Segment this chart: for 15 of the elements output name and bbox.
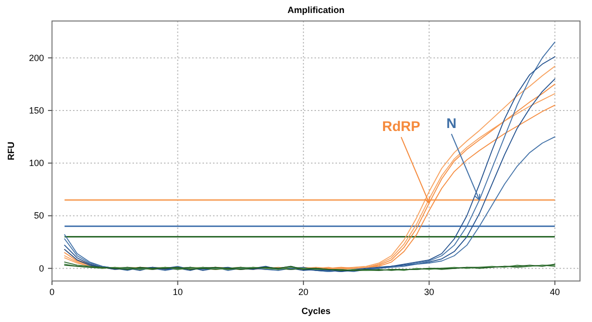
- y-tick-label: 0: [38, 263, 44, 274]
- y-tick-label: 150: [28, 105, 44, 116]
- chart-title: Amplification: [287, 5, 345, 15]
- x-tick-label: 40: [550, 287, 560, 297]
- text: RdRP: [382, 118, 420, 134]
- y-tick-label: 50: [34, 210, 44, 221]
- y-axis-title: RFU: [6, 142, 16, 160]
- y-tick-label: 100: [28, 158, 44, 168]
- x-axis-title: Cycles: [301, 306, 331, 316]
- text: N: [446, 114, 456, 131]
- y-tick-label: 200: [28, 52, 44, 63]
- x-tick-label: 20: [298, 287, 308, 297]
- x-tick-label: 10: [172, 287, 183, 297]
- x-tick-label: 30: [424, 287, 434, 297]
- x-tick-label: 0: [49, 287, 55, 297]
